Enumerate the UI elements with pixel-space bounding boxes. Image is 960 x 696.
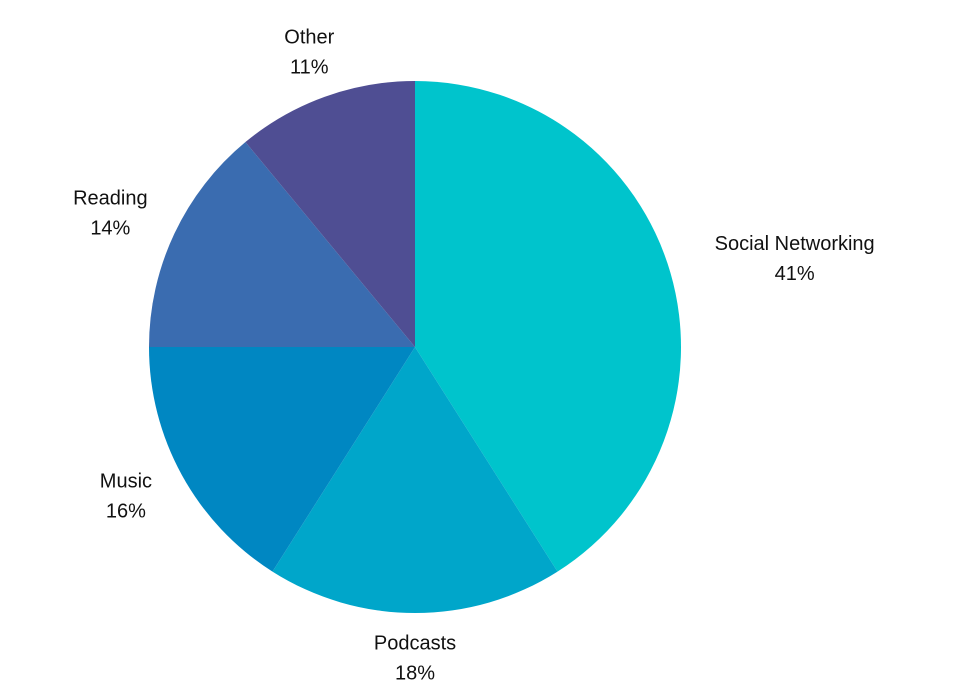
slice-label: Podcasts: [374, 632, 456, 654]
value-label: 41%: [775, 263, 815, 285]
pie-slice: [149, 142, 415, 347]
slice-label: Other: [284, 27, 334, 49]
pie-slice: [149, 347, 415, 572]
slice-label: Social Networking: [715, 233, 875, 255]
value-label: 18%: [395, 662, 435, 684]
value-label: 11%: [290, 57, 329, 79]
slice-label: Music: [100, 471, 152, 493]
pie-slice: [245, 81, 415, 347]
pie-slice: [272, 347, 558, 613]
pie-slice: [415, 81, 681, 572]
value-label: 16%: [106, 501, 146, 523]
value-label: 14%: [90, 217, 130, 239]
slice-label: Reading: [73, 187, 148, 209]
